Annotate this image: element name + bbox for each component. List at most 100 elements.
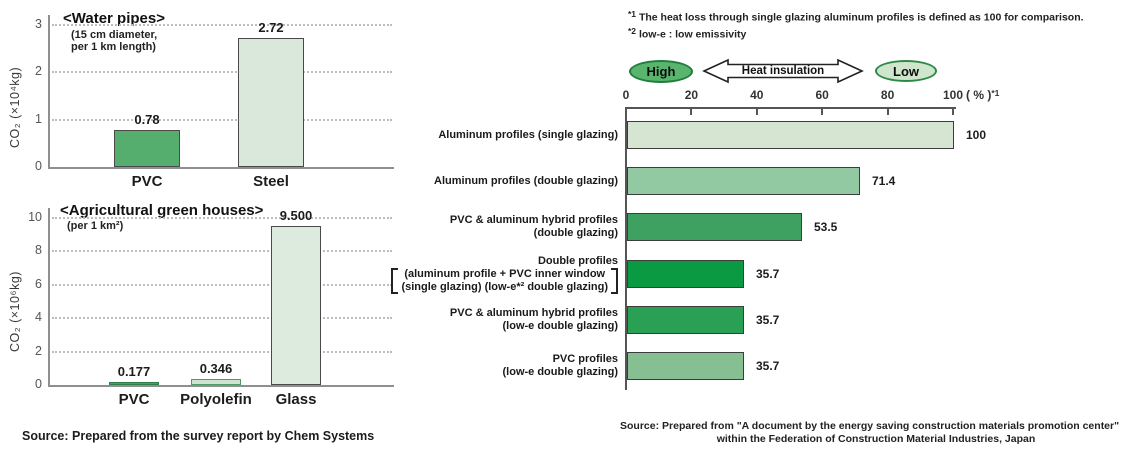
low-badge-label: Low [893,63,919,79]
low-badge: Low [875,60,937,82]
bar [627,352,744,380]
bar [627,260,744,288]
row-label-line: Aluminum profiles (single glazing) [438,128,618,141]
bar-value-label: 0.177 [117,364,151,379]
chart-subtitle-line: (per 1 km²) [67,220,124,232]
footnote-line: *1 The heat loss through single glazing … [628,9,1084,24]
axis-unit-footnote-marker: *1 [991,88,1000,98]
x-tick-label: 40 [750,88,764,102]
chart-subtitle: (15 cm diameter, per 1 km length) [71,29,157,53]
source-line: Source: Prepared from "A document by the… [620,420,1120,432]
x-axis-line [48,167,394,169]
bar-value-label: 0.78 [134,112,160,127]
bar-value-label: 35.7 [756,359,780,373]
x-tick-mark [690,109,693,115]
y-tick-label: 10 [28,210,42,224]
grid-line [52,24,392,26]
double-arrow-icon [702,58,864,84]
grid-line [52,217,392,219]
high-badge: High [629,60,693,83]
chart-subtitle: (per 1 km²) [67,220,123,232]
category-label: Glass [275,391,317,408]
bar-value-label: 100 [966,128,987,142]
x-tick-label: 20 [684,88,699,102]
row-label-line: (aluminum profile + PVC inner window [404,267,606,280]
y-axis-line [48,208,50,387]
row-label-line: (single glazing) (low-e*² double glazing… [401,280,608,293]
bar [271,226,321,385]
category-label: Steel [253,173,289,190]
bar [191,379,241,385]
source-note: Source: Prepared from the survey report … [22,429,375,443]
footnote-line: *2 low-e : low emissivity [628,25,747,41]
axis-unit-text: ( % ) [966,88,992,102]
grid-line [52,283,392,286]
y-axis-line [625,107,627,390]
row-label: Aluminum profiles (single glazing) [388,129,618,142]
category-label: Polyolefin [180,391,252,408]
x-tick-mark [886,109,889,115]
row-label-line: (low-e double glazing) [502,366,619,378]
y-tick-label: 4 [35,310,42,325]
bar-value-label: 53.5 [814,220,838,234]
row-label-line: (double glazing) [533,227,618,239]
bracket-right-icon [611,267,618,294]
x-tick-mark [952,109,954,115]
y-tick-label: 6 [35,276,42,291]
y-tick-label: 0 [35,377,42,391]
arrow-label: Heat insulation [741,65,825,77]
row-label: Double profiles (aluminum profile + PVC i… [388,255,618,294]
grid-line [52,317,392,320]
bar [109,382,159,385]
row-label-line: PVC & aluminum hybrid profiles [449,307,618,319]
bar [114,130,180,167]
y-tick-label: 3 [35,17,42,31]
y-tick-label: 1 [35,111,42,126]
bar [238,38,304,167]
high-badge-label: High [646,64,676,79]
bar-value-label: 9.500 [279,208,313,223]
bracket-group: (aluminum profile + PVC inner window (sin… [388,267,618,294]
footnote-marker: *1 [628,9,637,19]
grid-line [52,350,392,353]
chart-title: <Agricultural green houses> [60,202,264,219]
y-tick-label: 2 [35,64,42,79]
grid-line [52,71,392,74]
y-tick-label: 8 [35,243,42,258]
y-tick-label: 2 [35,343,42,358]
source-note: Source: Prepared from "A document by the… [620,420,1132,446]
row-label-line: PVC & aluminum hybrid profiles [449,214,618,226]
row-label-line: (low-e double glazing) [502,320,619,332]
grid-line [52,250,392,253]
y-tick-label: 0 [35,159,42,173]
row-label: PVC & aluminum hybrid profiles (low-e dou… [388,307,618,333]
bracket-lines: (aluminum profile + PVC inner window (sin… [401,268,608,294]
x-tick-label: 80 [880,88,895,102]
x-axis-line [625,107,956,109]
bar-value-label: 35.7 [756,267,780,281]
footnotes: *1 The heat loss through single glazing … [628,8,1133,41]
grid-line [52,118,392,121]
bar [627,306,744,334]
chart-subtitle-line: per 1 km length) [71,41,156,53]
category-label: PVC [131,173,163,190]
row-label: Aluminum profiles (double glazing) [388,175,618,188]
row-label-line: Aluminum profiles (double glazing) [434,174,618,187]
x-tick-mark [755,109,758,115]
x-tick-label: 100 [942,88,964,102]
source-line: within the Federation of Construction Ma… [716,433,1036,445]
bar-value-label: 0.346 [199,361,233,376]
bracket-left-icon [391,267,399,294]
bar [627,213,802,241]
row-label: PVC & aluminum hybrid profiles (double gl… [388,214,618,240]
bar-value-label: 2.72 [258,20,284,35]
x-tick-label: 60 [815,88,829,102]
footnote-marker: *2 [628,25,637,36]
row-label-line: Double profiles [537,254,618,267]
